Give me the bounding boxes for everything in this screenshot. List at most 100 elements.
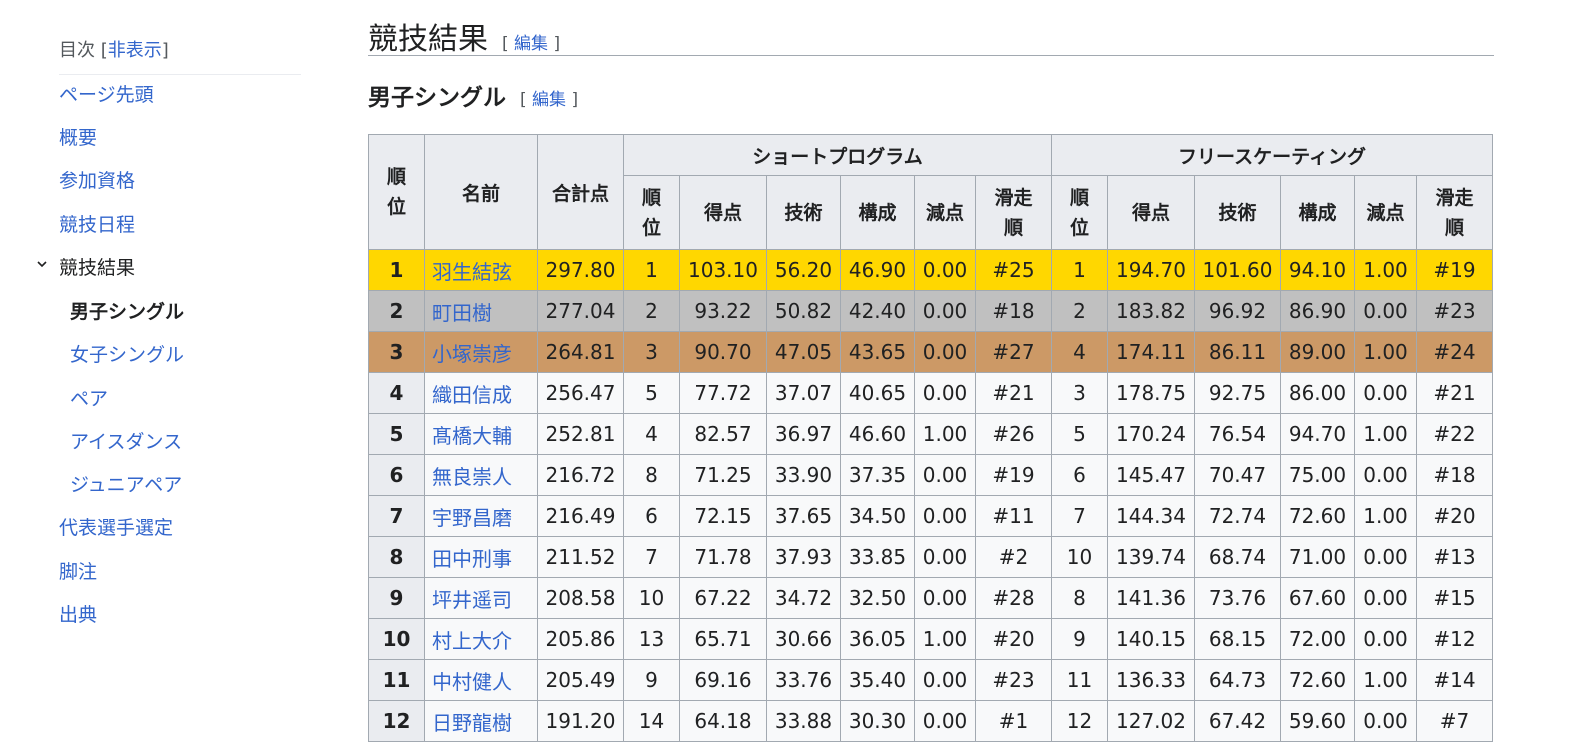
fs-cell: 59.60 (1280, 700, 1355, 742)
toc-divider (59, 74, 301, 75)
sp-cell: 67.22 (679, 577, 767, 619)
fs-cell: 73.76 (1194, 577, 1281, 619)
skater-name-link[interactable]: 小塚崇彦 (424, 331, 538, 373)
fs-cell: 1.00 (1354, 495, 1417, 537)
table-row: 2 町田樹 277.04 2 93.22 50.82 42.40 0.00 #18 2 183.82… (368, 290, 1493, 332)
table-row: 5 髙橋大輔 252.81 4 82.57 36.97 46.60 1.00 #26 5 170.2… (368, 413, 1493, 455)
fs-cell: 86.11 (1194, 331, 1281, 373)
subsection-edit: [ 編集 ] (520, 90, 579, 110)
fs-cell: 0.00 (1354, 454, 1417, 496)
fs-cell: #12 (1416, 618, 1493, 660)
fs-cell: 139.74 (1107, 536, 1195, 578)
sp-subheader-label: 減点 (925, 201, 964, 224)
fs-cell: 140.15 (1107, 618, 1195, 660)
sp-cell: 77.72 (679, 372, 767, 414)
section-heading: 競技結果 [ 編集 ] (368, 14, 560, 58)
toc-item[interactable]: ペア (70, 388, 109, 410)
toc-item[interactable]: 概要 (59, 127, 98, 149)
fs-cell: 75.00 (1280, 454, 1355, 496)
fs-cell: #15 (1416, 577, 1493, 619)
sp-cell: 34.72 (766, 577, 841, 619)
sp-cell: 64.18 (679, 700, 767, 742)
chevron-down-icon[interactable] (37, 259, 47, 269)
fs-cell: #21 (1416, 372, 1493, 414)
sp-cell: #25 (975, 249, 1052, 291)
sp-cell: 37.65 (766, 495, 841, 537)
sp-cell: #18 (975, 290, 1052, 332)
sp-cell: 13 (623, 618, 680, 660)
sp-cell: 6 (623, 495, 680, 537)
sp-cell: 37.07 (766, 372, 841, 414)
sp-subheader: 減点 (914, 175, 976, 250)
sp-cell: 93.22 (679, 290, 767, 332)
sp-cell: 4 (623, 413, 680, 455)
sp-cell: 7 (623, 536, 680, 578)
toc-item[interactable]: ジュニアペア (70, 474, 183, 496)
toc-item[interactable]: ページ先頭 (59, 84, 154, 106)
sp-cell: 30.66 (766, 618, 841, 660)
toc-item[interactable]: 男子シングル (70, 301, 185, 323)
toc-header: 目次 [非表示] (59, 40, 169, 61)
sp-cell: 32.50 (840, 577, 915, 619)
sp-cell: 0.00 (914, 331, 976, 373)
skater-name-link[interactable]: 織田信成 (424, 372, 538, 414)
sp-cell: 9 (623, 659, 680, 701)
fs-cell: 178.75 (1107, 372, 1195, 414)
section-edit-link[interactable]: 編集 (514, 34, 549, 54)
skater-name-link[interactable]: 羽生結弦 (424, 249, 538, 291)
sp-cell: #2 (975, 536, 1052, 578)
fs-cell: 1.00 (1354, 413, 1417, 455)
sp-cell: #23 (975, 659, 1052, 701)
header-rank: 順位 (368, 134, 425, 250)
fs-cell: 127.02 (1107, 700, 1195, 742)
fs-cell: 5 (1051, 413, 1108, 455)
sp-subheader-label: 技術 (784, 201, 823, 224)
toc-item[interactable]: 代表選手選定 (59, 517, 174, 539)
sp-cell: 0.00 (914, 290, 976, 332)
fs-cell: 145.47 (1107, 454, 1195, 496)
toc-hide-link[interactable]: 非表示 (107, 40, 162, 61)
total-score-cell: 216.72 (537, 454, 624, 496)
skater-name-link[interactable]: 無良崇人 (424, 454, 538, 496)
header-free-skating: フリースケーティング (1051, 134, 1493, 176)
toc-item[interactable]: 競技日程 (59, 214, 136, 236)
skater-name-link[interactable]: 中村健人 (424, 659, 538, 701)
sp-subheader: 技術 (766, 175, 841, 250)
fs-cell: #20 (1416, 495, 1493, 537)
toc-item[interactable]: 女子シングル (70, 344, 185, 366)
fs-cell: 94.10 (1280, 249, 1355, 291)
fs-cell: 8 (1051, 577, 1108, 619)
toc-item[interactable]: アイスダンス (70, 431, 183, 453)
toc-item[interactable]: 脚注 (59, 561, 98, 583)
table-row: 4 織田信成 256.47 5 77.72 37.07 40.65 0.00 #21 3 178.7… (368, 372, 1493, 414)
skater-name-link[interactable]: 髙橋大輔 (424, 413, 538, 455)
fs-cell: #22 (1416, 413, 1493, 455)
fs-cell: 86.90 (1280, 290, 1355, 332)
sp-cell: 33.85 (840, 536, 915, 578)
sp-cell: 8 (623, 454, 680, 496)
rank-cell: 11 (368, 659, 425, 701)
skater-name-link[interactable]: 村上大介 (424, 618, 538, 660)
skater-name-link[interactable]: 宇野昌磨 (424, 495, 538, 537)
sp-cell: 33.88 (766, 700, 841, 742)
header-short-program: ショートプログラム (623, 134, 1052, 176)
fs-cell: 141.36 (1107, 577, 1195, 619)
skater-name-link[interactable]: 町田樹 (424, 290, 538, 332)
sp-cell: 0.00 (914, 577, 976, 619)
sp-cell: 2 (623, 290, 680, 332)
toc-item[interactable]: 出典 (59, 604, 98, 626)
sp-cell: 103.10 (679, 249, 767, 291)
fs-subheader: 得点 (1107, 175, 1195, 250)
section-edit: [ 編集 ] (502, 34, 561, 54)
sp-subheader: 得点 (679, 175, 767, 250)
skater-name-link[interactable]: 坪井遥司 (424, 577, 538, 619)
table-row: 9 坪井遥司 208.58 10 67.22 34.72 32.50 0.00 #28 8 141.… (368, 577, 1493, 619)
fs-cell: 10 (1051, 536, 1108, 578)
skater-name-link[interactable]: 日野龍樹 (424, 700, 538, 742)
toc-title: 目次 (59, 40, 95, 61)
skater-name-link[interactable]: 田中刑事 (424, 536, 538, 578)
fs-cell: 94.70 (1280, 413, 1355, 455)
toc-item[interactable]: 参加資格 (59, 170, 136, 192)
toc-item[interactable]: 競技結果 (37, 253, 135, 280)
subsection-edit-link[interactable]: 編集 (532, 90, 567, 110)
